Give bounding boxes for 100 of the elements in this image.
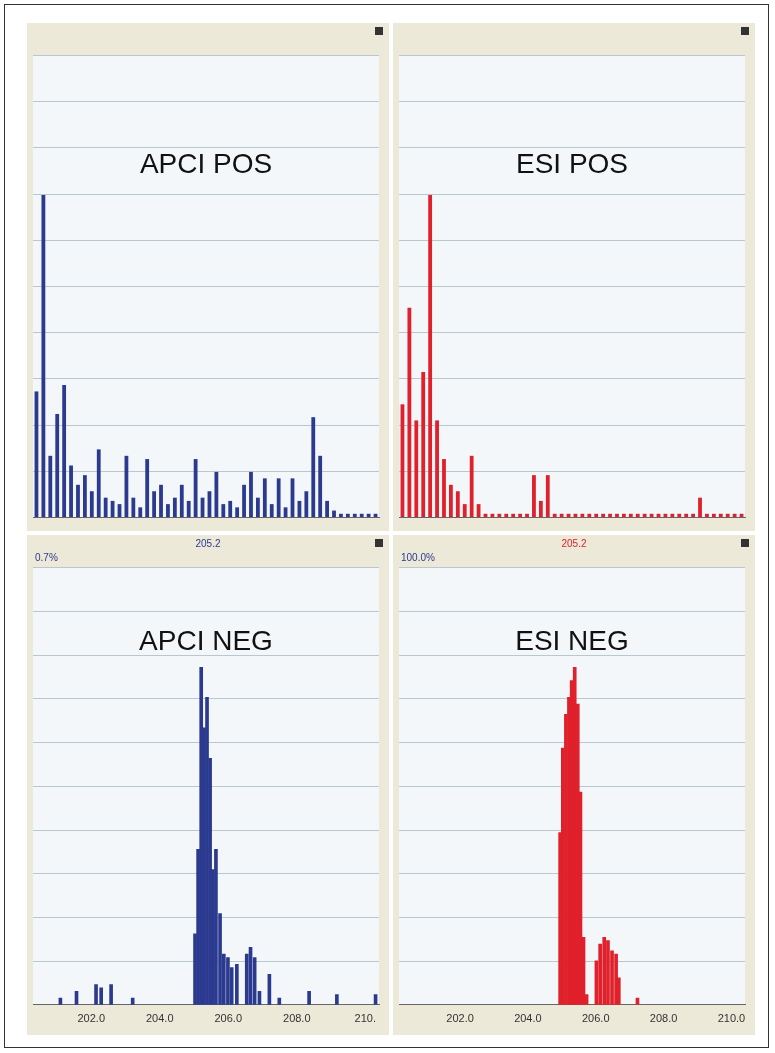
bar	[318, 455, 323, 517]
bar	[345, 513, 350, 517]
x-tick-label: 204.0	[145, 1012, 174, 1025]
bar	[138, 507, 143, 517]
x-tick-label: 210.	[354, 1012, 377, 1025]
bar	[602, 936, 607, 1005]
bar	[352, 513, 357, 517]
bar	[642, 513, 647, 517]
bar	[725, 513, 730, 517]
bar	[608, 513, 612, 517]
bar	[407, 307, 412, 517]
bar	[256, 497, 260, 517]
bar	[249, 471, 253, 517]
bar	[62, 384, 67, 517]
bar	[538, 500, 543, 517]
bar	[421, 372, 426, 517]
bar	[159, 484, 163, 517]
bar	[277, 997, 282, 1005]
bar	[325, 500, 329, 517]
bar	[435, 420, 439, 517]
bar	[359, 513, 364, 517]
chart-title: APCI NEG	[139, 624, 273, 656]
bar	[518, 513, 522, 517]
chart-subtitle: 205.2	[560, 538, 588, 549]
bar	[55, 413, 60, 517]
bar	[442, 459, 446, 517]
bar	[89, 491, 94, 517]
bar	[103, 497, 108, 517]
text: 0.7%	[35, 552, 58, 563]
bar	[469, 455, 474, 517]
bar	[221, 504, 226, 517]
bar	[552, 513, 557, 517]
bar	[193, 459, 198, 517]
bar	[691, 513, 695, 517]
bar	[152, 491, 156, 517]
bar	[594, 513, 599, 517]
bar	[228, 500, 233, 517]
bar	[732, 513, 737, 517]
bar	[428, 195, 433, 517]
bar	[559, 513, 564, 517]
bar	[242, 484, 246, 517]
bar	[449, 484, 453, 517]
bar	[226, 957, 230, 1005]
bar	[705, 513, 709, 517]
bar	[41, 195, 46, 517]
x-tick-label: 206.0	[214, 1012, 243, 1025]
bar	[179, 484, 184, 517]
bar	[76, 484, 80, 517]
bar	[545, 475, 550, 517]
bar	[214, 471, 219, 517]
bar	[366, 513, 371, 517]
bar	[628, 513, 633, 517]
bar	[606, 940, 610, 1005]
bar	[587, 513, 592, 517]
bar	[684, 513, 689, 517]
bar	[96, 449, 101, 517]
text: 100.0%	[401, 552, 435, 563]
chart-title: ESI NEG	[515, 624, 629, 656]
bar	[462, 504, 467, 517]
chart-title: ESI POS	[515, 147, 629, 179]
bar	[109, 984, 113, 1005]
bar	[615, 513, 619, 517]
bar	[269, 504, 274, 517]
x-tick-label: 202.0	[77, 1012, 105, 1025]
bar	[332, 510, 336, 517]
bar	[718, 513, 723, 517]
x-tick-label: 208.0	[283, 1012, 311, 1025]
bar	[601, 513, 606, 517]
bar	[214, 849, 218, 1005]
bar	[166, 504, 170, 517]
bar	[276, 478, 281, 517]
bar	[145, 459, 150, 517]
bar	[304, 491, 309, 517]
bar	[235, 507, 240, 517]
bar	[414, 420, 419, 517]
bar	[335, 994, 339, 1005]
bar	[677, 513, 682, 517]
x-tick-label: 208.0	[649, 1012, 678, 1025]
bar	[622, 513, 626, 517]
bar	[698, 497, 702, 517]
bar	[525, 513, 529, 517]
bar	[186, 500, 191, 517]
bar	[307, 990, 311, 1005]
bar	[48, 455, 53, 517]
bar	[670, 513, 675, 517]
bar	[580, 513, 585, 517]
chart-subtitle: 205.2	[194, 538, 222, 549]
x-tick-label: 202.0	[446, 1012, 474, 1025]
bar	[172, 497, 177, 517]
bar	[635, 513, 640, 517]
bar	[262, 478, 267, 517]
chart-title: APCI POS	[139, 147, 273, 179]
bar	[455, 491, 460, 517]
x-tick-label: 206.0	[581, 1012, 610, 1025]
bar	[69, 465, 73, 517]
bar	[130, 997, 135, 1005]
bar	[131, 497, 136, 517]
x-tick-label: 210.0	[717, 1012, 746, 1025]
bar	[83, 475, 87, 517]
bar	[711, 513, 716, 517]
